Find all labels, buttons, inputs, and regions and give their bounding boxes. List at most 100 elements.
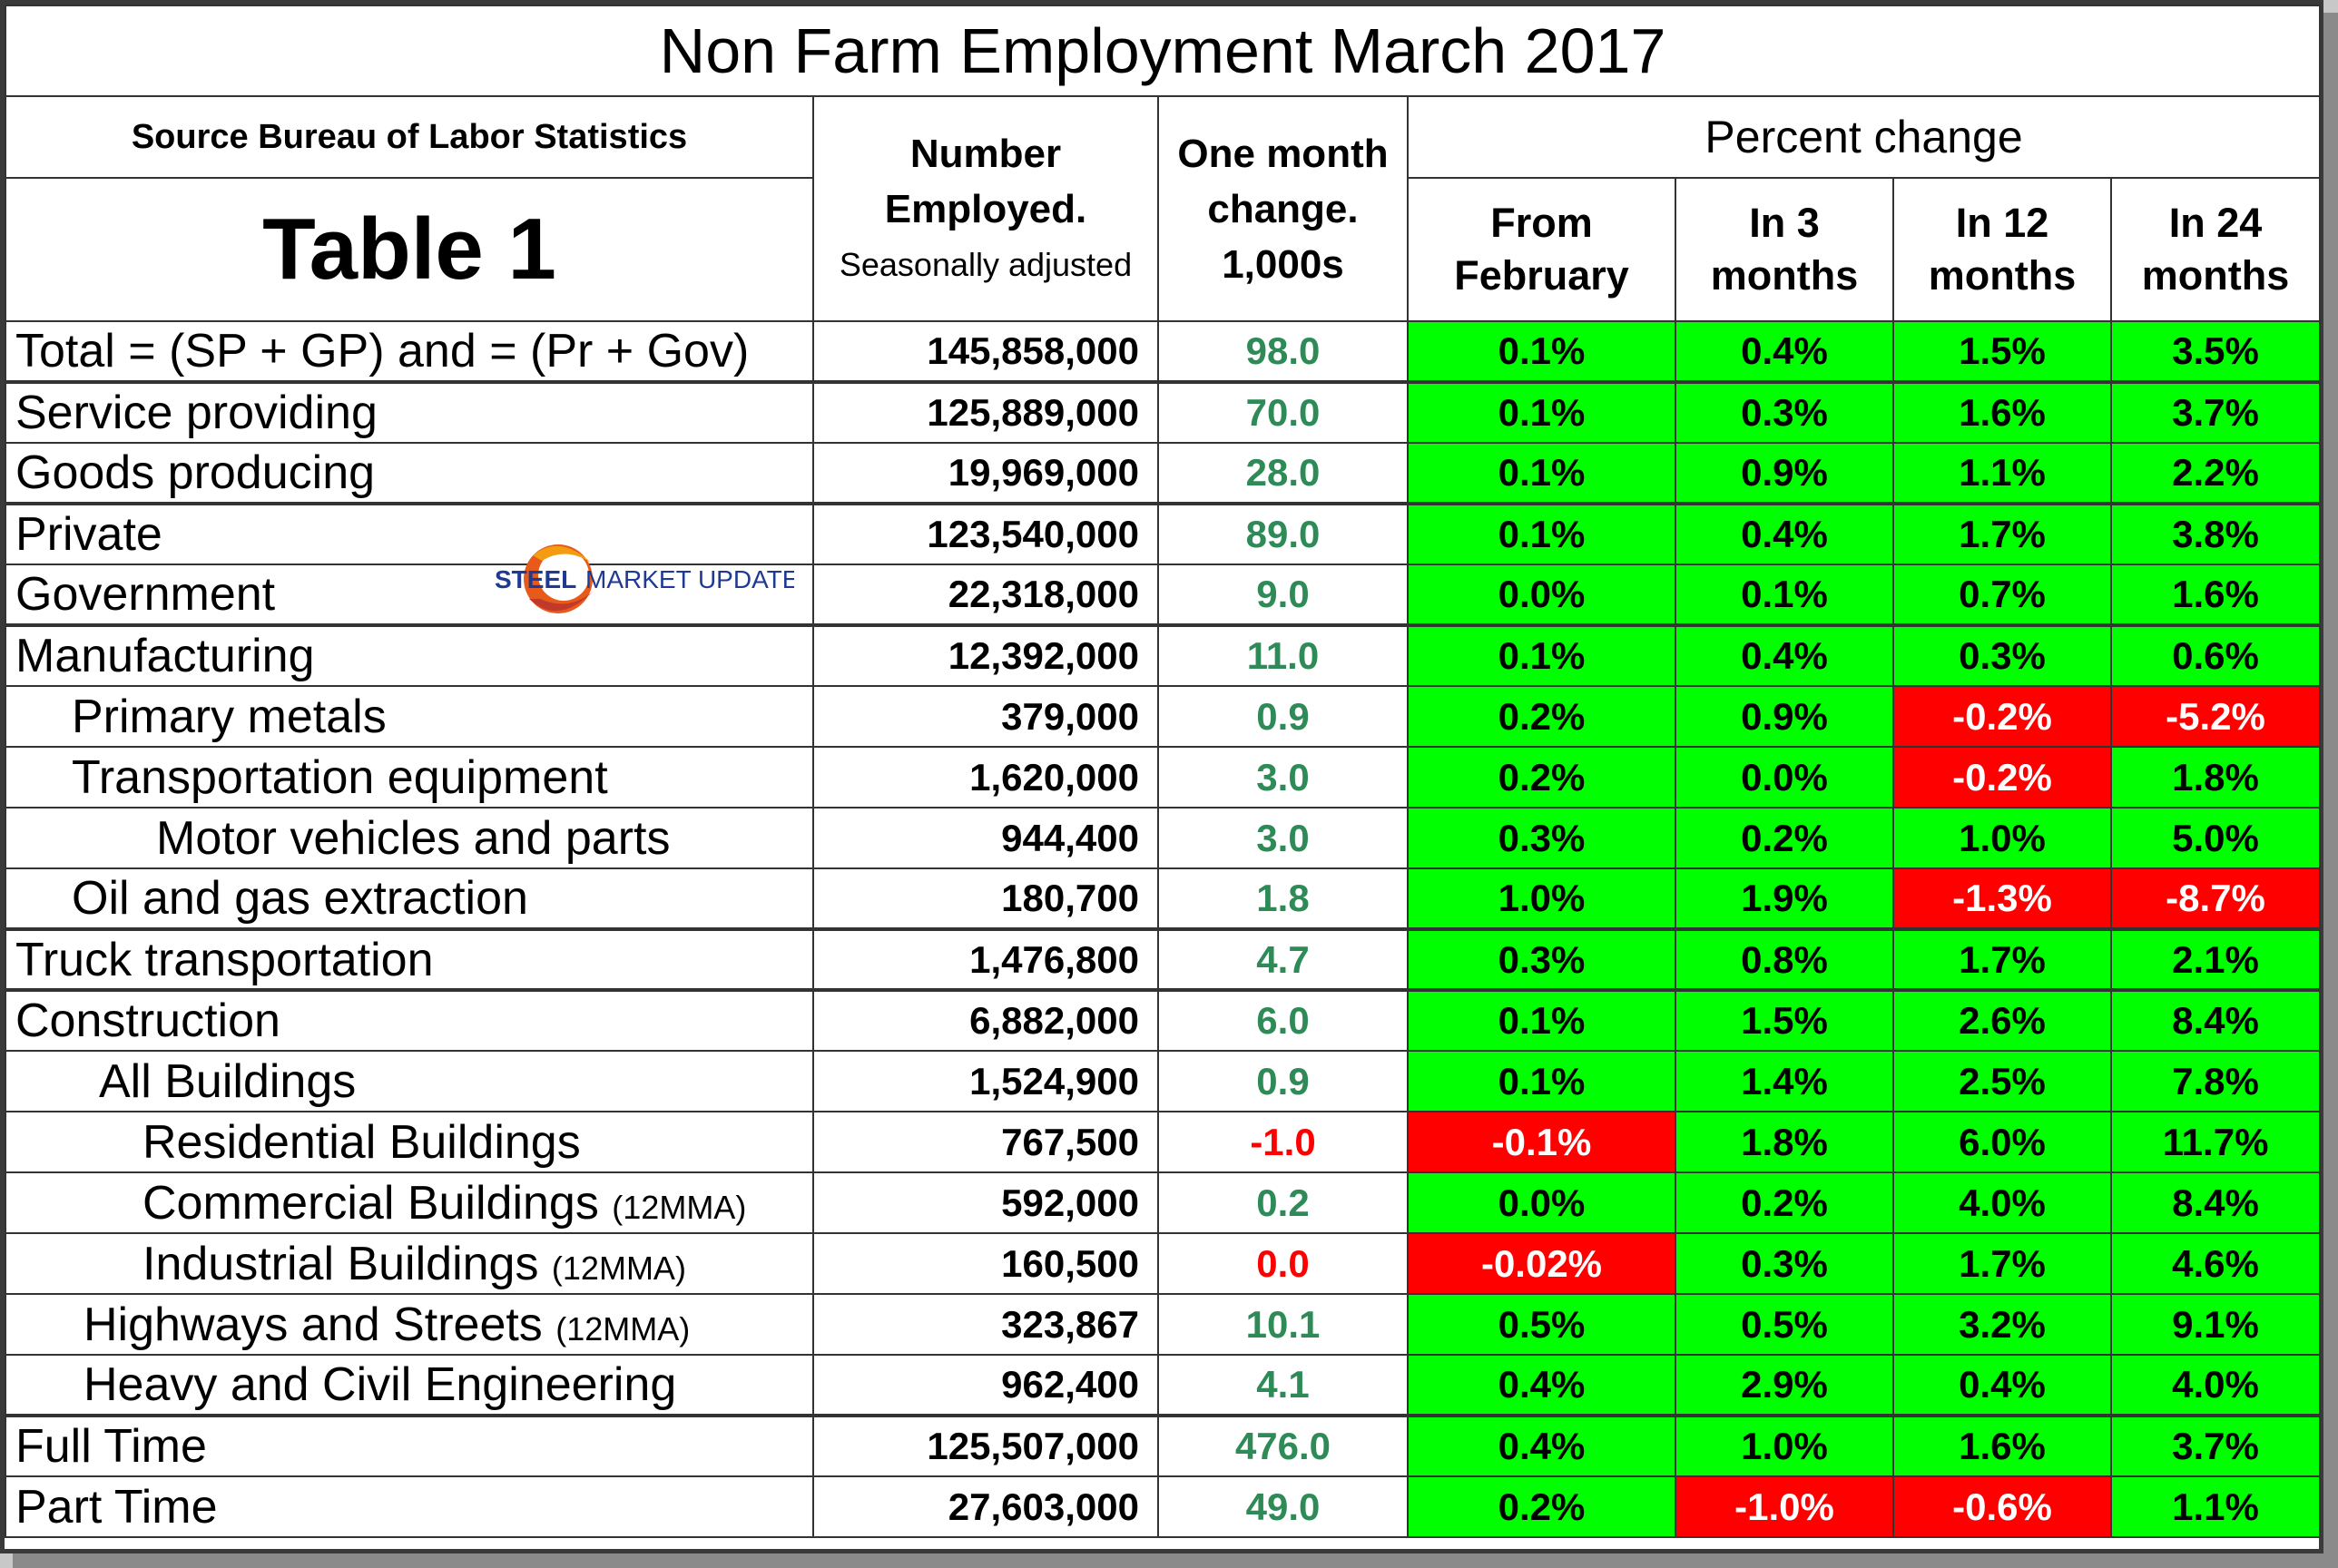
percent-change-cell: 4.0% [2109,1354,2322,1416]
percent-change-cell: 0.0% [1407,564,1676,626]
row-label: Private [5,503,814,565]
percent-change-cell: 0.4% [1407,1354,1676,1416]
percent-change-cell: 1.1% [1892,442,2112,505]
table-row: Residential Buildings 767,500 -1.0 -0.1% 1.8… [5,1111,2322,1173]
percent-change-cell: 0.1% [1407,503,1676,565]
header-in-12-months: In 12 months [1892,177,2112,322]
percent-change-cell: 0.4% [1675,503,1894,565]
number-employed-cell: 592,000 [812,1171,1159,1234]
one-month-change-cell: 98.0 [1157,320,1409,383]
frame-shadow-right [2323,13,2338,1568]
percent-change-cell: 3.7% [2109,1415,2322,1477]
table-row: Transportation equipment 1,620,000 3.0 0.2%… [5,746,2322,808]
percent-change-cell: 0.6% [2109,624,2322,687]
header-one-month-change: One month change. 1,000s [1157,95,1409,322]
percent-change-cell: 1.4% [1675,1050,1894,1112]
table-row: Private 123,540,000 89.0 0.1% 0.4% 1.7% 3.8% [5,503,2322,565]
header-number-employed: Number Employed. Seasonally adjusted [812,95,1159,322]
table-row: Oil and gas extraction 180,700 1.8 1.0% 1.9%… [5,867,2322,930]
percent-change-cell: 0.9% [1675,685,1894,748]
number-employed-cell: 1,476,800 [812,928,1159,991]
percent-change-cell: 1.7% [1892,503,2112,565]
one-month-change-cell: 89.0 [1157,503,1409,565]
percent-change-cell: 0.4% [1675,624,1894,687]
row-label: Commercial Buildings (12MMA) [5,1171,814,1234]
table-row: Commercial Buildings (12MMA) 592,000 0.2 0.… [5,1171,2322,1234]
one-month-change-cell: 0.9 [1157,1050,1409,1112]
one-month-change-cell: 0.9 [1157,685,1409,748]
percent-change-cell: -0.6% [1892,1475,2112,1538]
table-row: Total = (SP + GP) and = (Pr + Gov) 145,85… [5,320,2322,383]
number-employed-cell: 27,603,000 [812,1475,1159,1538]
percent-change-cell: 0.2% [1407,685,1676,748]
percent-change-cell: 0.1% [1407,624,1676,687]
header-from-february: From February [1407,177,1676,322]
table-row: Part Time 27,603,000 49.0 0.2% -1.0% -0.6% 1.1… [5,1475,2322,1538]
row-label: Industrial Buildings (12MMA) [5,1232,814,1295]
table-row: Primary metals 379,000 0.9 0.2% 0.9% -0.2% -5.… [5,685,2322,748]
percent-change-cell: 4.0% [1892,1171,2112,1234]
percent-change-cell: 0.4% [1892,1354,2112,1416]
percent-change-cell: 8.4% [2109,1171,2322,1234]
number-employed-cell: 962,400 [812,1354,1159,1416]
percent-change-cell: 0.3% [1675,381,1894,444]
percent-change-cell: 0.1% [1675,564,1894,626]
number-employed-cell: 1,620,000 [812,746,1159,808]
one-month-change-cell: 1.8 [1157,867,1409,930]
table-label: Table 1 [5,177,814,322]
percent-change-cell: -0.2% [1892,685,2112,748]
percent-change-cell: 0.5% [1407,1293,1676,1356]
percent-change-cell: 5.0% [2109,807,2322,869]
number-employed-cell: 767,500 [812,1111,1159,1173]
percent-change-cell: 0.3% [1675,1232,1894,1295]
percent-change-cell: 0.2% [1675,1171,1894,1234]
employment-table: Non Farm Employment March 2017 Source Bu… [4,5,2322,1538]
percent-change-cell: 1.5% [1892,320,2112,383]
percent-change-cell: 0.0% [1675,746,1894,808]
table-row: Construction 6,882,000 6.0 0.1% 1.5% 2.6% 8.4% [5,989,2322,1052]
percent-change-cell: -0.2% [1892,746,2112,808]
one-month-change-cell: 9.0 [1157,564,1409,626]
percent-change-cell: 1.8% [2109,746,2322,808]
percent-change-cell: 0.0% [1407,1171,1676,1234]
percent-change-cell: 1.5% [1675,989,1894,1052]
row-label: Highways and Streets (12MMA) [5,1293,814,1356]
table-title: Non Farm Employment March 2017 [4,5,2322,97]
percent-change-cell: 6.0% [1892,1111,2112,1173]
row-label: Full Time [5,1415,814,1477]
frame-shadow-bottom [13,1553,2338,1568]
one-month-change-cell: 6.0 [1157,989,1409,1052]
header-in-3-months: In 3 months [1675,177,1894,322]
number-employed-cell: 160,500 [812,1232,1159,1295]
row-label: Heavy and Civil Engineering [5,1354,814,1416]
percent-change-cell: 4.6% [2109,1232,2322,1295]
percent-change-cell: 0.1% [1407,989,1676,1052]
number-employed-cell: 22,318,000 [812,564,1159,626]
table-row: Motor vehicles and parts 944,400 3.0 0.3% 0.… [5,807,2322,869]
one-month-change-cell: 4.7 [1157,928,1409,991]
row-label: Truck transportation [5,928,814,991]
percent-change-cell: 3.8% [2109,503,2322,565]
percent-change-cell: 1.6% [1892,1415,2112,1477]
source-note: Source Bureau of Labor Statistics [5,95,814,179]
percent-change-cell: 2.2% [2109,442,2322,505]
one-month-change-cell: 0.0 [1157,1232,1409,1295]
percent-change-cell: 0.4% [1407,1415,1676,1477]
one-month-change-cell: 70.0 [1157,381,1409,444]
one-month-change-cell: 3.0 [1157,807,1409,869]
percent-change-cell: 2.6% [1892,989,2112,1052]
table-row: Full Time 125,507,000 476.0 0.4% 1.0% 1.6% 3.7… [5,1415,2322,1477]
percent-change-cell: 1.7% [1892,1232,2112,1295]
percent-change-cell: 11.7% [2109,1111,2322,1173]
percent-change-cell: -0.1% [1407,1111,1676,1173]
number-employed-cell: 123,540,000 [812,503,1159,565]
percent-change-cell: 9.1% [2109,1293,2322,1356]
percent-change-cell: 8.4% [2109,989,2322,1052]
one-month-change-cell: 4.1 [1157,1354,1409,1416]
header-percent-change: Percent change [1406,95,2322,179]
number-employed-cell: 125,889,000 [812,381,1159,444]
table-row: Government 22,318,000 9.0 0.0% 0.1% 0.7% 1.6% [5,564,2322,626]
percent-change-cell: 0.8% [1675,928,1894,991]
number-employed-cell: 180,700 [812,867,1159,930]
one-month-change-cell: 10.1 [1157,1293,1409,1356]
